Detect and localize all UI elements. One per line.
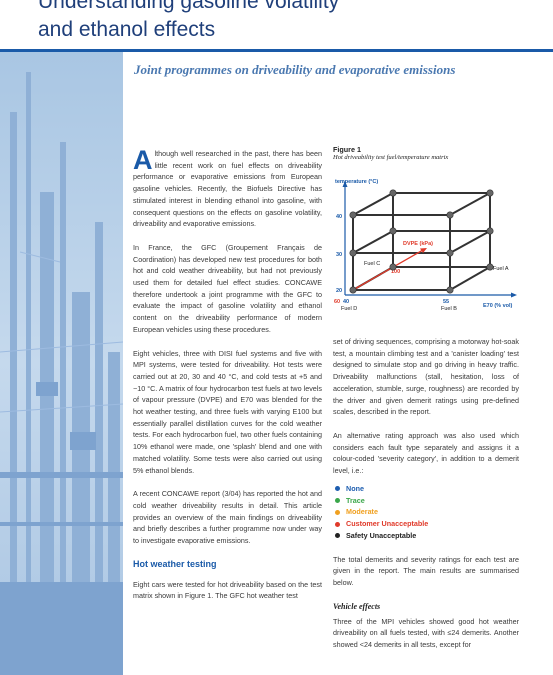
- depth-tick-100: 100: [391, 269, 400, 275]
- figure-1: Figure 1 Hot driveability test fuel/temp…: [333, 145, 523, 330]
- x-tick-55: 55: [443, 299, 449, 305]
- severity-dot: [335, 486, 340, 492]
- fuel-c-label: Fuel C: [364, 261, 380, 267]
- paragraph: Eight vehicles, three with DISI fuel sys…: [133, 348, 322, 475]
- page-title-line-1: Understanding gasoline volatility: [38, 0, 340, 13]
- title-rule: [0, 49, 553, 52]
- paragraph: In France, the GFC (Groupement Français …: [133, 242, 322, 334]
- text-column-right: set of driving sequences, comprising a m…: [333, 336, 519, 663]
- figure-label: Figure 1: [333, 145, 361, 154]
- section-heading: Hot weather testing: [133, 558, 217, 569]
- severity-trace: Trace: [335, 495, 519, 507]
- y-axis-label: temperature (°C): [335, 179, 378, 185]
- severity-dot: [335, 509, 340, 515]
- y-tick-30: 30: [336, 252, 342, 258]
- paragraph: The total demerits and severity ratings …: [333, 554, 519, 588]
- y-tick-20: 20: [336, 288, 342, 294]
- article-subtitle: Joint programmes on driveability and eva…: [134, 62, 456, 77]
- fuel-b-label: Fuel B: [441, 306, 457, 312]
- severity-list: None Trace Moderate Customer Unacceptabl…: [335, 483, 519, 542]
- x-axis-arrow: [511, 292, 517, 298]
- paragraph: Three of the MPI vehicles showed good ho…: [333, 616, 519, 649]
- refinery-photo: [0, 52, 123, 675]
- paragraph: Eight cars were tested for hot driveabil…: [133, 579, 322, 601]
- severity-dot: [335, 533, 340, 539]
- fuel-a-label: Fuel A: [493, 266, 509, 272]
- title-block: Understanding gasoline volatility and et…: [0, 0, 553, 50]
- fuel-matrix-diagram: temperature (°C) E70 (% vol) 40 30 20 40…: [334, 179, 517, 312]
- x-axis-label: E70 (% vol): [483, 303, 513, 309]
- paragraph: An alternative rating approach was also …: [333, 430, 519, 476]
- dvpe-axis: [352, 249, 424, 291]
- depth-tick-60: 60: [334, 299, 340, 305]
- paragraph: set of driving sequences, comprising a m…: [333, 337, 519, 417]
- y-tick-40: 40: [336, 214, 342, 220]
- severity-moderate: Moderate: [335, 506, 519, 518]
- page-title-line-2: and ethanol effects: [38, 18, 216, 41]
- severity-dot: [335, 497, 340, 503]
- severity-dot: [335, 521, 340, 527]
- y-axis-arrow: [342, 181, 348, 187]
- sub-heading: Vehicle effects: [333, 601, 381, 611]
- figure-caption: Hot driveability test fuel/temperature m…: [333, 154, 449, 161]
- drop-cap: A: [133, 145, 153, 175]
- x-tick-40: 40: [343, 299, 349, 305]
- paragraph: A recent CONCAWE report (3/04) has repor…: [133, 489, 322, 546]
- matrix-nodes: [349, 189, 494, 294]
- severity-customer-unacceptable: Customer Unacceptable: [335, 518, 519, 530]
- severity-safety-unacceptable: Safety Unacceptable: [335, 530, 519, 542]
- fuel-d-label: Fuel D: [341, 306, 357, 312]
- intro-text: lthough well researched in the past, the…: [133, 149, 322, 229]
- severity-none: None: [335, 483, 519, 495]
- dvpe-axis-arrow: [420, 248, 427, 253]
- depth-axis-label: DVPE (kPa): [403, 241, 433, 247]
